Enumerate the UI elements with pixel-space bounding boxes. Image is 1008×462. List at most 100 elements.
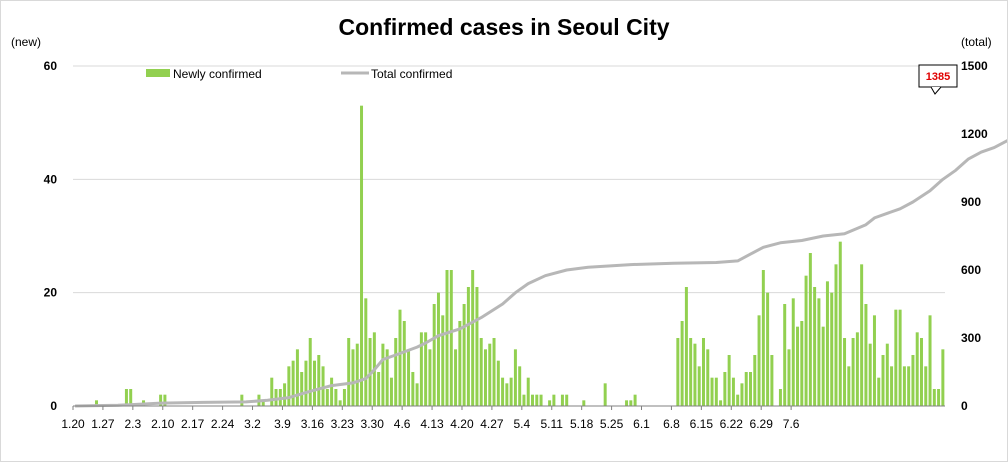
bar-newly-confirmed [522,394,526,406]
bar-newly-confirmed [731,377,735,406]
legend-label-total-confirmed: Total confirmed [371,67,452,81]
bar-newly-confirmed [364,298,368,406]
bar-newly-confirmed [757,315,761,406]
bar-newly-confirmed [95,400,98,406]
bar-newly-confirmed [902,366,906,406]
bar-newly-confirmed [479,338,483,406]
bar-newly-confirmed [377,372,381,406]
x-tick-label: 5.11 [541,417,564,431]
bar-newly-confirmed [548,400,552,406]
bar-newly-confirmed [505,383,509,406]
x-tick-label: 5.18 [570,417,594,431]
bar-newly-confirmed [389,377,393,406]
bar-newly-confirmed [701,338,705,406]
bar-newly-confirmed [313,360,316,406]
bar-newly-confirmed [436,292,440,406]
left-tick-label: 60 [44,59,58,73]
newly-confirmed-bars [95,105,945,407]
bar-newly-confirmed [676,338,680,406]
bar-newly-confirmed [847,366,851,406]
bar-newly-confirmed [843,338,847,406]
left-axis-unit: (new) [11,35,41,49]
bar-newly-confirmed [877,377,881,406]
bar-newly-confirmed [291,360,295,406]
bar-newly-confirmed [270,377,274,406]
x-tick-label: 6.29 [750,417,774,431]
bar-newly-confirmed [907,366,911,406]
bar-newly-confirmed [787,349,791,406]
bar-newly-confirmed [415,383,419,406]
bar-newly-confirmed [885,343,889,406]
bar-newly-confirmed [855,332,859,406]
bar-newly-confirmed [864,304,868,406]
bar-newly-confirmed [851,338,855,406]
bar-newly-confirmed [462,304,466,406]
bar-newly-confirmed [351,349,355,406]
bar-newly-confirmed [535,394,539,406]
bar-newly-confirmed [342,389,346,406]
bar-newly-confirmed [513,349,517,406]
right-tick-label: 1200 [961,127,988,141]
bar-newly-confirmed [890,366,894,406]
bar-newly-confirmed [411,372,415,406]
right-tick-label: 1500 [961,59,988,73]
bar-newly-confirmed [163,394,167,406]
bar-newly-confirmed [714,377,718,406]
x-tick-label: 6.1 [633,417,650,431]
bar-newly-confirmed [753,355,757,406]
bar-newly-confirmed [706,349,710,406]
bar-newly-confirmed [791,298,795,406]
bar-newly-confirmed [723,372,727,406]
total-confirmed-line-group [75,139,1007,408]
bar-newly-confirmed [633,394,637,406]
bar-newly-confirmed [539,394,543,406]
bar-newly-confirmed [719,400,723,406]
right-axis-unit: (total) [961,35,992,49]
bar-newly-confirmed [398,309,402,406]
bar-newly-confirmed [509,377,513,406]
right-tick-label: 0 [961,399,968,413]
bar-newly-confirmed [518,366,522,406]
bar-newly-confirmed [402,321,406,406]
bar-newly-confirmed [736,394,740,406]
bar-newly-confirmed [560,394,564,406]
bar-newly-confirmed [385,349,389,406]
bar-newly-confirmed [825,281,829,406]
bar-newly-confirmed [924,366,928,406]
bar-newly-confirmed [428,349,432,406]
bar-newly-confirmed [325,389,329,406]
x-tick-label: 4.20 [450,417,474,431]
bar-newly-confirmed [488,343,492,406]
left-tick-label: 20 [44,286,58,300]
bar-newly-confirmed [778,389,782,406]
bar-newly-confirmed [287,366,291,406]
bar-newly-confirmed [796,326,800,406]
x-tick-label: 4.13 [420,417,444,431]
bar-newly-confirmed [300,372,304,406]
bar-newly-confirmed [898,309,902,406]
left-tick-label: 0 [50,399,57,413]
bar-newly-confirmed [783,304,787,406]
bar-newly-confirmed [466,287,470,406]
bar-newly-confirmed [915,332,919,406]
bar-newly-confirmed [800,321,804,406]
bar-newly-confirmed [838,241,842,406]
bar-newly-confirmed [770,355,774,406]
bar-newly-confirmed [629,400,633,406]
total-confirmed-line [75,139,1007,408]
bar-newly-confirmed [458,321,462,406]
bar-newly-confirmed [501,377,505,406]
x-tick-label: 3.9 [274,417,291,431]
bar-newly-confirmed [552,394,556,406]
bar-newly-confirmed [749,372,752,406]
bar-newly-confirmed [868,343,872,406]
bar-newly-confirmed [483,349,487,406]
bar-newly-confirmed [740,383,744,406]
bar-newly-confirmed [565,394,569,406]
bar-newly-confirmed [240,394,244,406]
gridlines [73,65,945,294]
bar-newly-confirmed [124,389,128,406]
bar-newly-confirmed [582,400,586,406]
bar-newly-confirmed [424,332,428,406]
